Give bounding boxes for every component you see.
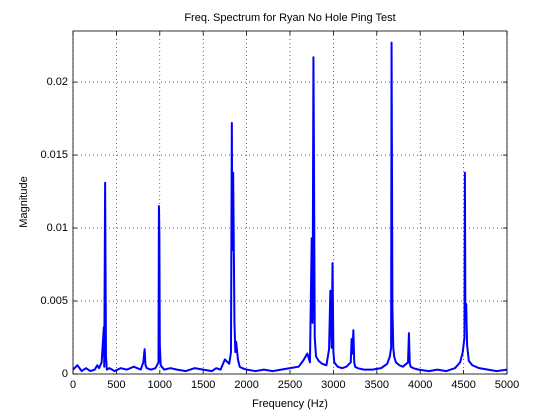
x-tick-label: 1500 (191, 379, 215, 391)
y-tick-label: 0.01 (47, 222, 68, 234)
x-tick-label: 3500 (365, 379, 389, 391)
x-tick-label: 4500 (451, 379, 475, 391)
x-tick-label: 2000 (234, 379, 258, 391)
x-tick-label: 4000 (408, 379, 432, 391)
plot-frame (72, 30, 508, 375)
y-axis-label: Magnitude (18, 176, 30, 227)
y-tick-label: 0.015 (40, 149, 68, 161)
x-axis-label: Frequency (Hz) (252, 398, 328, 410)
x-tick-label: 3000 (321, 379, 345, 391)
x-tick-label: 1000 (148, 379, 172, 391)
x-tick-label: 5000 (495, 379, 519, 391)
spectrum-line (72, 41, 508, 373)
y-tick-label: 0 (62, 368, 68, 380)
x-tick-label: 500 (107, 379, 125, 391)
x-tick-label: 0 (70, 379, 76, 391)
x-tick-label: 2500 (278, 379, 302, 391)
y-tick-label: 0.005 (40, 295, 68, 307)
chart-title: Freq. Spectrum for Ryan No Hole Ping Tes… (184, 12, 395, 24)
y-tick-label: 0.02 (47, 76, 68, 88)
